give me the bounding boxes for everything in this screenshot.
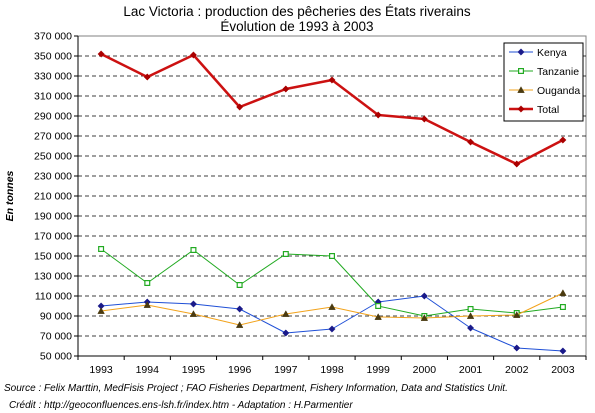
data-point-kenya [466,324,475,332]
legend-label-kenya: Kenya [537,47,567,59]
y-tick-label: 70 000 [40,331,72,343]
data-point-ouganda [189,310,198,317]
grid [78,55,586,337]
x-tick-label: 1999 [367,364,391,376]
x-tick-label: 2001 [459,364,483,376]
data-point-total [236,103,244,111]
y-tick-label: 90 000 [40,311,72,323]
y-tick-label: 370 000 [34,31,72,43]
chart-subtitle: Évolution de 1993 à 2003 [220,19,373,34]
x-tick-label: 1993 [89,364,113,376]
data-point-ouganda [559,289,567,296]
y-tick-label: 210 000 [34,191,72,203]
y-tick-label: 310 000 [34,91,72,103]
data-point-tanzanie [467,306,474,313]
data-point-tanzanie [190,247,197,254]
data-point-tanzanie [98,246,105,253]
y-tick-label: 350 000 [34,51,72,63]
x-tick-label: 1995 [182,364,206,376]
data-point-ouganda [143,301,151,308]
data-point-kenya [236,305,244,313]
x-tick-label: 1994 [136,364,160,376]
legend-marker-ouganda [517,86,525,93]
data-point-tanzanie [236,282,243,289]
y-tick-label: 50 000 [40,351,72,363]
data-point-total [97,50,105,58]
series-kenya [97,292,567,355]
data-point-kenya [189,300,198,308]
y-tick-label: 130 000 [34,271,72,283]
x-tick-label: 2000 [413,364,437,376]
y-tick-label: 150 000 [34,251,72,263]
x-tick-label: 1998 [320,364,344,376]
data-point-ouganda [282,310,290,317]
y-tick-label: 230 000 [34,171,72,183]
y-axis-label: En tonnes [4,170,16,221]
legend-marker-kenya [517,48,525,56]
data-point-ouganda [235,321,244,328]
x-tick-label: 2002 [505,364,529,376]
legend-marker-tanzanie [517,67,524,74]
data-point-total [189,51,198,59]
series-tanzanie [98,246,566,320]
legend-label-ouganda: Ouganda [537,85,580,97]
x-tick-label: 2003 [551,364,575,376]
x-tick-label: 1996 [228,364,252,376]
data-point-ouganda [466,312,475,319]
credit-line: Crédit : http://geoconfluences.ens-lsh.f… [9,400,353,411]
legend-label-total: Total [537,104,559,116]
legend: Kenya Tanzanie Ouganda Total [503,42,584,122]
source-line: Source : Felix Marttin, MedFisis Project… [4,383,508,394]
data-point-total [420,115,428,123]
data-point-kenya [513,344,521,352]
data-point-ouganda [374,313,382,320]
y-tick-label: 270 000 [34,131,72,143]
y-tick-label: 170 000 [34,231,72,243]
data-point-total [143,73,151,81]
y-tick-label: 250 000 [34,151,72,163]
series-layer [97,50,567,355]
data-point-ouganda [328,303,336,310]
axes: 50 000 70 000 90 000 110 000 130 000 150 000 1… [34,31,587,376]
y-tick-label: 330 000 [34,71,72,83]
data-point-total [328,76,336,84]
data-point-total [374,111,382,119]
y-tick-label: 190 000 [34,211,72,223]
data-point-total [282,85,290,93]
data-point-kenya [559,347,567,355]
data-point-tanzanie [559,304,566,311]
data-point-total [559,136,567,144]
data-point-tanzanie [329,253,336,260]
data-point-total [513,160,521,168]
y-tick-label: 290 000 [34,111,72,123]
legend-marker-total [517,105,525,113]
series-ouganda [97,289,567,328]
data-point-ouganda [513,311,521,318]
legend-label-tanzanie: Tanzanie [537,66,579,78]
data-point-tanzanie [282,251,289,258]
data-point-ouganda [97,307,105,314]
data-point-tanzanie [375,303,382,310]
data-point-kenya [420,292,428,300]
x-tick-label: 1997 [274,364,298,376]
chart-title: Lac Victoria : production des pêcheries … [123,4,470,19]
data-point-total [466,138,475,146]
data-point-ouganda [420,314,429,321]
y-tick-label: 110 000 [35,291,72,303]
data-point-tanzanie [144,280,151,287]
data-point-kenya [282,329,290,337]
data-point-kenya [328,325,336,333]
series-total [97,50,567,168]
